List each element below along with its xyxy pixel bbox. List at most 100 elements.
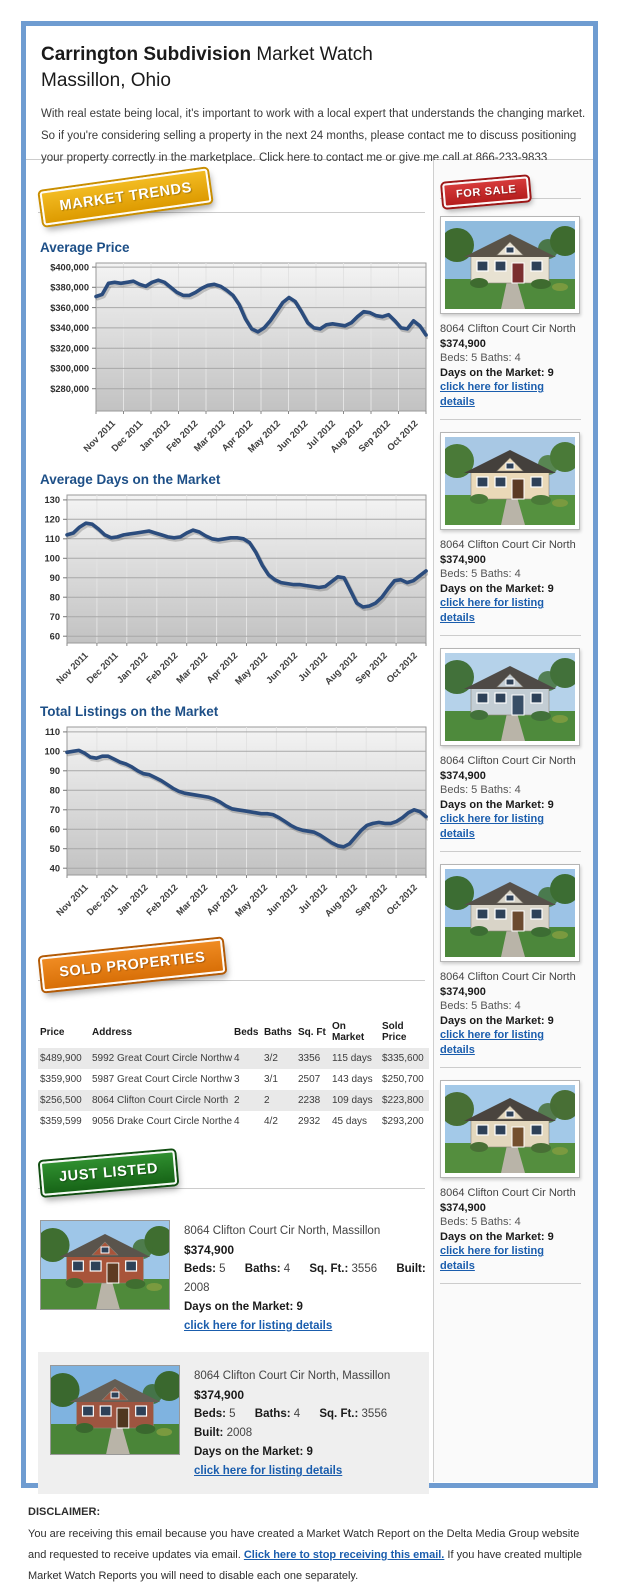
svg-text:$400,000: $400,000 (50, 262, 89, 272)
spec-value: 3556 (361, 1408, 388, 1420)
cell-price: $359,599 (40, 1116, 82, 1127)
spec-value: 5 (229, 1408, 236, 1420)
svg-text:130: 130 (44, 495, 60, 505)
listing-price: $374,900 (184, 1243, 235, 1257)
spec-value: 4 (293, 1408, 301, 1420)
intro-paragraph: With real estate being local, it's impor… (41, 108, 586, 164)
svg-text:Nov 2011: Nov 2011 (54, 650, 90, 686)
listing-details-link[interactable]: click here for listing details (440, 381, 544, 408)
just-listed-item: 8064 Clifton Court Cir North, Massillon … (38, 1352, 429, 1494)
disclaimer-text: You are receiving this email because you… (28, 1528, 580, 1561)
column-header: Address (92, 1026, 133, 1038)
market-trends-badge: MARKET TRENDS (39, 168, 213, 226)
listing-photo[interactable] (46, 1365, 184, 1455)
listing-details-link[interactable]: click here for listing details (440, 813, 544, 840)
svg-text:50: 50 (50, 844, 60, 854)
column-header: Price (40, 1026, 65, 1038)
svg-text:Sep 2012: Sep 2012 (354, 650, 390, 686)
report-type: Market Watch (251, 44, 373, 65)
sold-properties-section-header: SOLD PROPERTIES (38, 938, 429, 998)
cell-price: $359,900 (40, 1074, 82, 1085)
listing-details-link[interactable]: click here for listing details (440, 1245, 544, 1272)
listing-info: 8064 Clifton Court Cir North $374,900 Be… (440, 754, 581, 841)
for-sale-badge: FOR SALE (442, 176, 531, 208)
listing-address: 8064 Clifton Court Cir North (440, 323, 576, 335)
cell-beds: 2 (234, 1095, 240, 1106)
house-photo-illustration (440, 437, 580, 525)
cell-address: 5987 Great Court Circle Northwest (92, 1074, 232, 1085)
cell-sold-price: $293,200 (382, 1116, 424, 1127)
cell-on-market: 45 days (332, 1116, 368, 1127)
email-container: Carrington Subdivision Market Watch Mass… (21, 21, 598, 1494)
cell-address: 5992 Great Court Circle Northwest (92, 1053, 232, 1064)
spec-value: 2008 (226, 1427, 253, 1439)
svg-text:60: 60 (50, 824, 60, 834)
svg-text:Aug 2012: Aug 2012 (323, 882, 359, 918)
for-sale-listing: 8064 Clifton Court Cir North $374,900 Be… (440, 216, 581, 420)
svg-text:110: 110 (45, 534, 60, 544)
cell-on-market: 143 days (332, 1074, 373, 1085)
unsubscribe-link[interactable]: Click here to stop receiving this email. (243, 1549, 445, 1561)
chart-average-price: Average Price $400,000 $380,000 $360,000 $3… (38, 240, 429, 462)
listing-photo[interactable] (440, 864, 580, 962)
house-photo-illustration (36, 1221, 174, 1309)
listing-details-link[interactable]: click here for listing details (194, 1465, 343, 1477)
listing-price: $374,900 (194, 1388, 245, 1402)
just-listed-section-header: JUST LISTED (38, 1150, 429, 1206)
listing-photo[interactable] (36, 1220, 174, 1310)
cell-baths: 3/1 (264, 1074, 278, 1085)
listing-photo[interactable] (440, 1080, 580, 1178)
chart-title: Average Days on the Market (40, 472, 221, 487)
disclaimer-heading: DISCLAIMER: (28, 1506, 101, 1518)
listing-info: 8064 Clifton Court Cir North $374,900 Be… (440, 970, 581, 1057)
spec-value: 4 (283, 1263, 291, 1275)
just-listed-item: 8064 Clifton Court Cir North, Massillon … (36, 1220, 429, 1336)
listing-address: 8064 Clifton Court Cir North (440, 755, 576, 767)
svg-text:80: 80 (50, 592, 60, 602)
listing-days-on-market: Days on the Market: 9 (440, 1230, 554, 1243)
listing-price: $374,900 (440, 1201, 486, 1214)
svg-text:Nov 2011: Nov 2011 (54, 882, 90, 918)
house-photo-illustration (46, 1366, 184, 1454)
listing-price: $374,900 (440, 769, 486, 782)
svg-text:Oct 2012: Oct 2012 (385, 882, 419, 916)
svg-text:Jun 2012: Jun 2012 (264, 882, 299, 917)
listing-photo[interactable] (440, 216, 580, 314)
svg-text:May 2012: May 2012 (233, 882, 269, 918)
svg-text:Mar 2012: Mar 2012 (174, 650, 209, 685)
spec-value: 3556 (351, 1263, 378, 1275)
listing-price: $374,900 (440, 985, 486, 998)
cell-beds: 4 (234, 1116, 240, 1127)
cell-beds: 3 (234, 1074, 240, 1085)
listing-info: 8064 Clifton Court Cir North, Massillon … (194, 1365, 417, 1481)
main-column: MARKET TRENDS Average Price $400,000 $380… (26, 160, 433, 1494)
disclaimer-text: If you have created multiple Market Watc… (28, 1549, 582, 1582)
disclaimer: DISCLAIMER: You are receiving this email… (28, 1502, 594, 1587)
listing-details-link[interactable]: click here for listing details (440, 1029, 544, 1056)
cell-sqft: 3356 (298, 1053, 321, 1064)
cell-sold-price: $250,700 (382, 1074, 424, 1085)
listing-days-on-market: Days on the Market: 9 (440, 798, 554, 811)
listing-photo[interactable] (440, 432, 580, 530)
svg-text:$280,000: $280,000 (50, 384, 89, 394)
listing-details-link[interactable]: click here for listing details (440, 597, 544, 624)
table-row: $489,900 5992 Great Court Circle Northwes… (38, 1048, 429, 1069)
svg-text:Dec 2011: Dec 2011 (85, 882, 120, 917)
listing-details-link[interactable]: click here for listing details (184, 1320, 333, 1332)
spec-value: 2008 (184, 1282, 210, 1294)
svg-text:100: 100 (44, 747, 60, 757)
listing-address: 8064 Clifton Court Cir North (440, 1187, 576, 1199)
listing-days-on-market: Days on the Market: 9 (440, 1014, 554, 1027)
svg-text:Jan 2012: Jan 2012 (115, 882, 150, 917)
cell-baths: 2 (264, 1095, 270, 1106)
table-row: $256,500 8064 Clifton Court Circle North 2… (38, 1090, 429, 1111)
for-sale-listing: 8064 Clifton Court Cir North $374,900 Be… (440, 432, 581, 636)
svg-text:$340,000: $340,000 (50, 323, 89, 333)
listing-info: 8064 Clifton Court Cir North, Massillon … (184, 1220, 429, 1336)
listing-info: 8064 Clifton Court Cir North $374,900 Be… (440, 322, 581, 409)
for-sale-listing: 8064 Clifton Court Cir North $374,900 Be… (440, 864, 581, 1068)
listing-beds-baths: Beds: 5 Baths: 4 (440, 784, 521, 796)
svg-text:90: 90 (50, 573, 60, 583)
svg-text:Jun 2012: Jun 2012 (264, 650, 299, 685)
listing-photo[interactable] (440, 648, 580, 746)
